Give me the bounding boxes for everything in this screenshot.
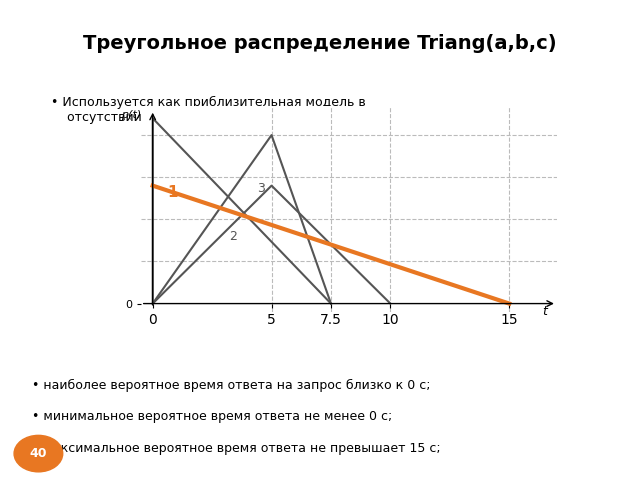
Text: 40: 40 (29, 447, 47, 460)
Text: 1: 1 (167, 185, 177, 201)
Text: t: t (543, 305, 547, 318)
Text: p(t): p(t) (121, 110, 141, 120)
Circle shape (14, 435, 63, 472)
Text: 3: 3 (257, 182, 265, 195)
Text: Треугольное распределение Triang(a,b,c): Треугольное распределение Triang(a,b,c) (83, 34, 557, 53)
Text: • Используется как приблизительная модель в
    отсутствии данных: • Используется как приблизительная модел… (51, 96, 366, 124)
Text: • наиболее вероятное время ответа на запрос близко к 0 с;: • наиболее вероятное время ответа на зап… (32, 379, 431, 392)
Text: • максимальное вероятное время ответа не превышает 15 с;: • максимальное вероятное время ответа не… (32, 442, 440, 455)
Text: 2: 2 (228, 230, 237, 243)
Text: • минимальное вероятное время ответа не менее 0 с;: • минимальное вероятное время ответа не … (32, 410, 392, 423)
